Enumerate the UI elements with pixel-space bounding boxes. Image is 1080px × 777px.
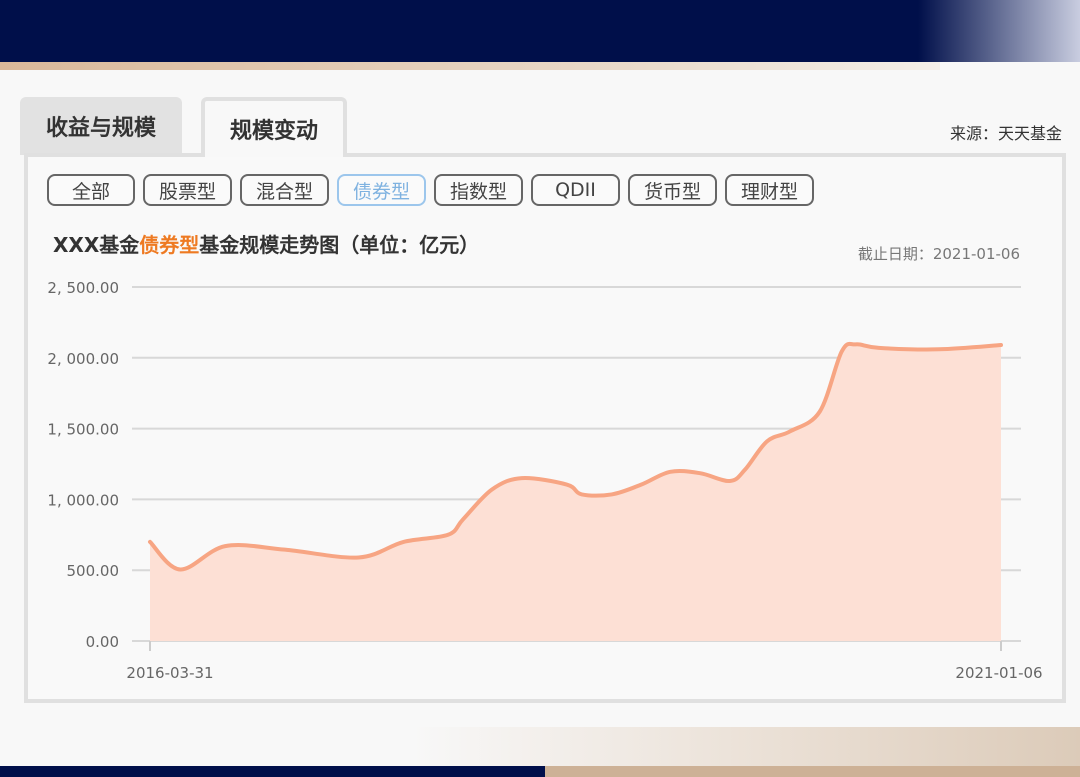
filter-all[interactable]: 全部 (47, 174, 135, 206)
chart-title-highlight: 债券型 (139, 233, 200, 257)
y-tick-label: 2, 000.00 (47, 350, 119, 368)
as-of-date: 截止日期：2021-01-06 (857, 245, 1020, 263)
header-accent-strip (0, 62, 940, 70)
header-bar (0, 0, 1080, 62)
y-tick-label: 0.00 (86, 633, 119, 651)
filter-index[interactable]: 指数型 (434, 174, 523, 206)
filter-mixed[interactable]: 混合型 (240, 174, 329, 206)
footer-bar-accent (545, 766, 1080, 777)
y-tick-label: 1, 500.00 (47, 421, 119, 439)
y-tick-label: 2, 500.00 (47, 279, 119, 297)
tab-scale-change[interactable]: 规模变动 (201, 97, 347, 157)
footer-bar (0, 766, 545, 777)
source-label: 来源：天天基金 (949, 124, 1062, 143)
y-tick-label: 1, 000.00 (47, 491, 119, 509)
filter-bond[interactable]: 债券型 (337, 174, 426, 206)
x-tick-label: 2021-01-06 (955, 664, 1042, 682)
chart-title: XXX基金债券型基金规模走势图（单位：亿元） (53, 229, 479, 258)
x-tick-label: 2016-03-31 (126, 664, 213, 682)
filter-qdii[interactable]: QDII (531, 174, 620, 206)
filter-money-market[interactable]: 货币型 (628, 174, 717, 206)
chart-title-suffix: 基金规模走势图（单位：亿元） (199, 233, 480, 257)
fund-type-filters: 全部 股票型 混合型 债券型 指数型 QDII 货币型 理财型 (47, 174, 814, 206)
filter-stock[interactable]: 股票型 (143, 174, 232, 206)
series-line (148, 341, 1003, 572)
filter-wealth[interactable]: 理财型 (725, 174, 814, 206)
y-tick-label: 500.00 (67, 562, 120, 580)
tab-returns-and-scale[interactable]: 收益与规模 (20, 97, 182, 155)
footer-band (0, 727, 1080, 766)
chart-title-prefix: XXX基金 (53, 233, 140, 257)
